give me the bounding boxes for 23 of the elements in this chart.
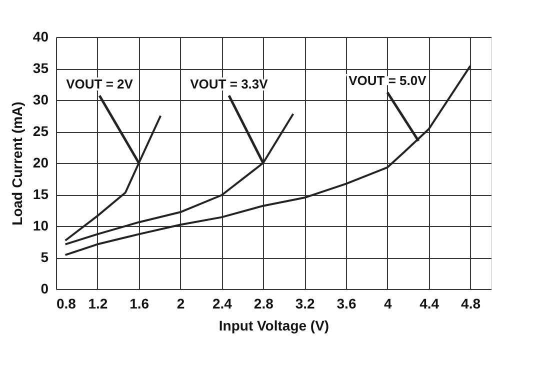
y-tick-label: 10 xyxy=(32,218,49,234)
x-tick-label: 4.4 xyxy=(420,296,440,312)
y-axis-title: Load Current (mA) xyxy=(8,102,25,226)
y-tick-label: 15 xyxy=(32,186,49,202)
y-tick-label: 35 xyxy=(32,60,49,76)
x-tick-label: 3.6 xyxy=(336,296,356,312)
y-tick-label: 40 xyxy=(32,28,49,44)
y-tick-label: 0 xyxy=(40,280,49,296)
y-tick-label: 5 xyxy=(40,249,49,265)
x-tick-label: 1.6 xyxy=(130,296,150,312)
x-tick-label: 0.8 xyxy=(56,296,76,312)
y-tick-label: 30 xyxy=(32,92,49,108)
x-tick-label: 4.8 xyxy=(461,296,481,312)
x-tick-label: 3.2 xyxy=(295,296,316,312)
x-tick-label: 1.2 xyxy=(88,296,108,312)
annotation: VOUT = 5.0V xyxy=(348,73,427,88)
x-axis-title: Input Voltage (V) xyxy=(218,318,330,334)
x-tick-label: 2.8 xyxy=(254,296,274,312)
x-tick-label: 2.4 xyxy=(212,296,232,312)
y-tick-label: 25 xyxy=(32,123,49,139)
x-tick-label: 2 xyxy=(176,296,185,312)
x-tick-label: 4 xyxy=(384,296,392,312)
y-tick-label: 20 xyxy=(32,154,49,170)
